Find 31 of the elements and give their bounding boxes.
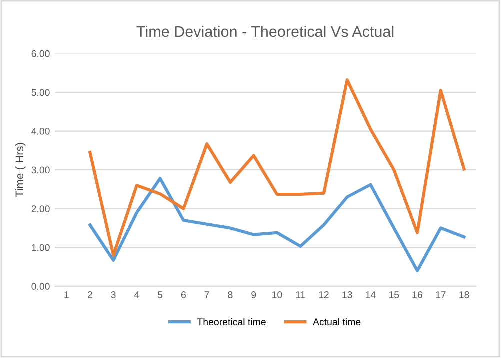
y-tick-label: 5.00: [32, 89, 50, 96]
y-tick-label: 2.00: [32, 206, 50, 212]
line-series: [88, 177, 466, 272]
y-tick-label: 3.00: [32, 166, 50, 174]
y-tick-label: 1.00: [32, 244, 50, 252]
x-tick-label: 7: [204, 292, 210, 298]
x-tick-label: 2: [88, 292, 92, 298]
legend-label: Actual time: [313, 318, 361, 326]
x-tick-label: 13: [342, 292, 352, 298]
legend-label: Theoretical time: [197, 318, 266, 326]
line-series: [88, 78, 466, 257]
x-tick-label: 9: [252, 292, 256, 298]
y-tick-label: 6.00: [32, 50, 50, 58]
x-tick-label: 6: [181, 292, 186, 298]
x-tick-label: 10: [272, 292, 282, 298]
chart-title: Time Deviation - Theoretical Vs Actual: [136, 26, 394, 38]
x-tick-label: 16: [412, 292, 422, 298]
x-tick-label: 18: [460, 292, 470, 298]
x-tick-label: 17: [436, 292, 446, 298]
y-tick-label: 4.00: [32, 128, 50, 135]
y-tick-label: 0.00: [32, 283, 50, 290]
x-tick-label: 15: [389, 292, 400, 298]
x-tick-label: 3: [111, 292, 116, 298]
x-tick-label: 11: [296, 292, 306, 298]
y-axis-title: Time ( Hrs): [15, 143, 26, 198]
x-tick-label: 4: [134, 292, 140, 298]
x-tick-label: 1: [64, 292, 70, 298]
x-tick-label: 5: [158, 292, 163, 298]
x-tick-label: 12: [319, 292, 329, 298]
x-tick-label: 14: [366, 292, 376, 298]
x-tick-label: 8: [228, 292, 233, 298]
